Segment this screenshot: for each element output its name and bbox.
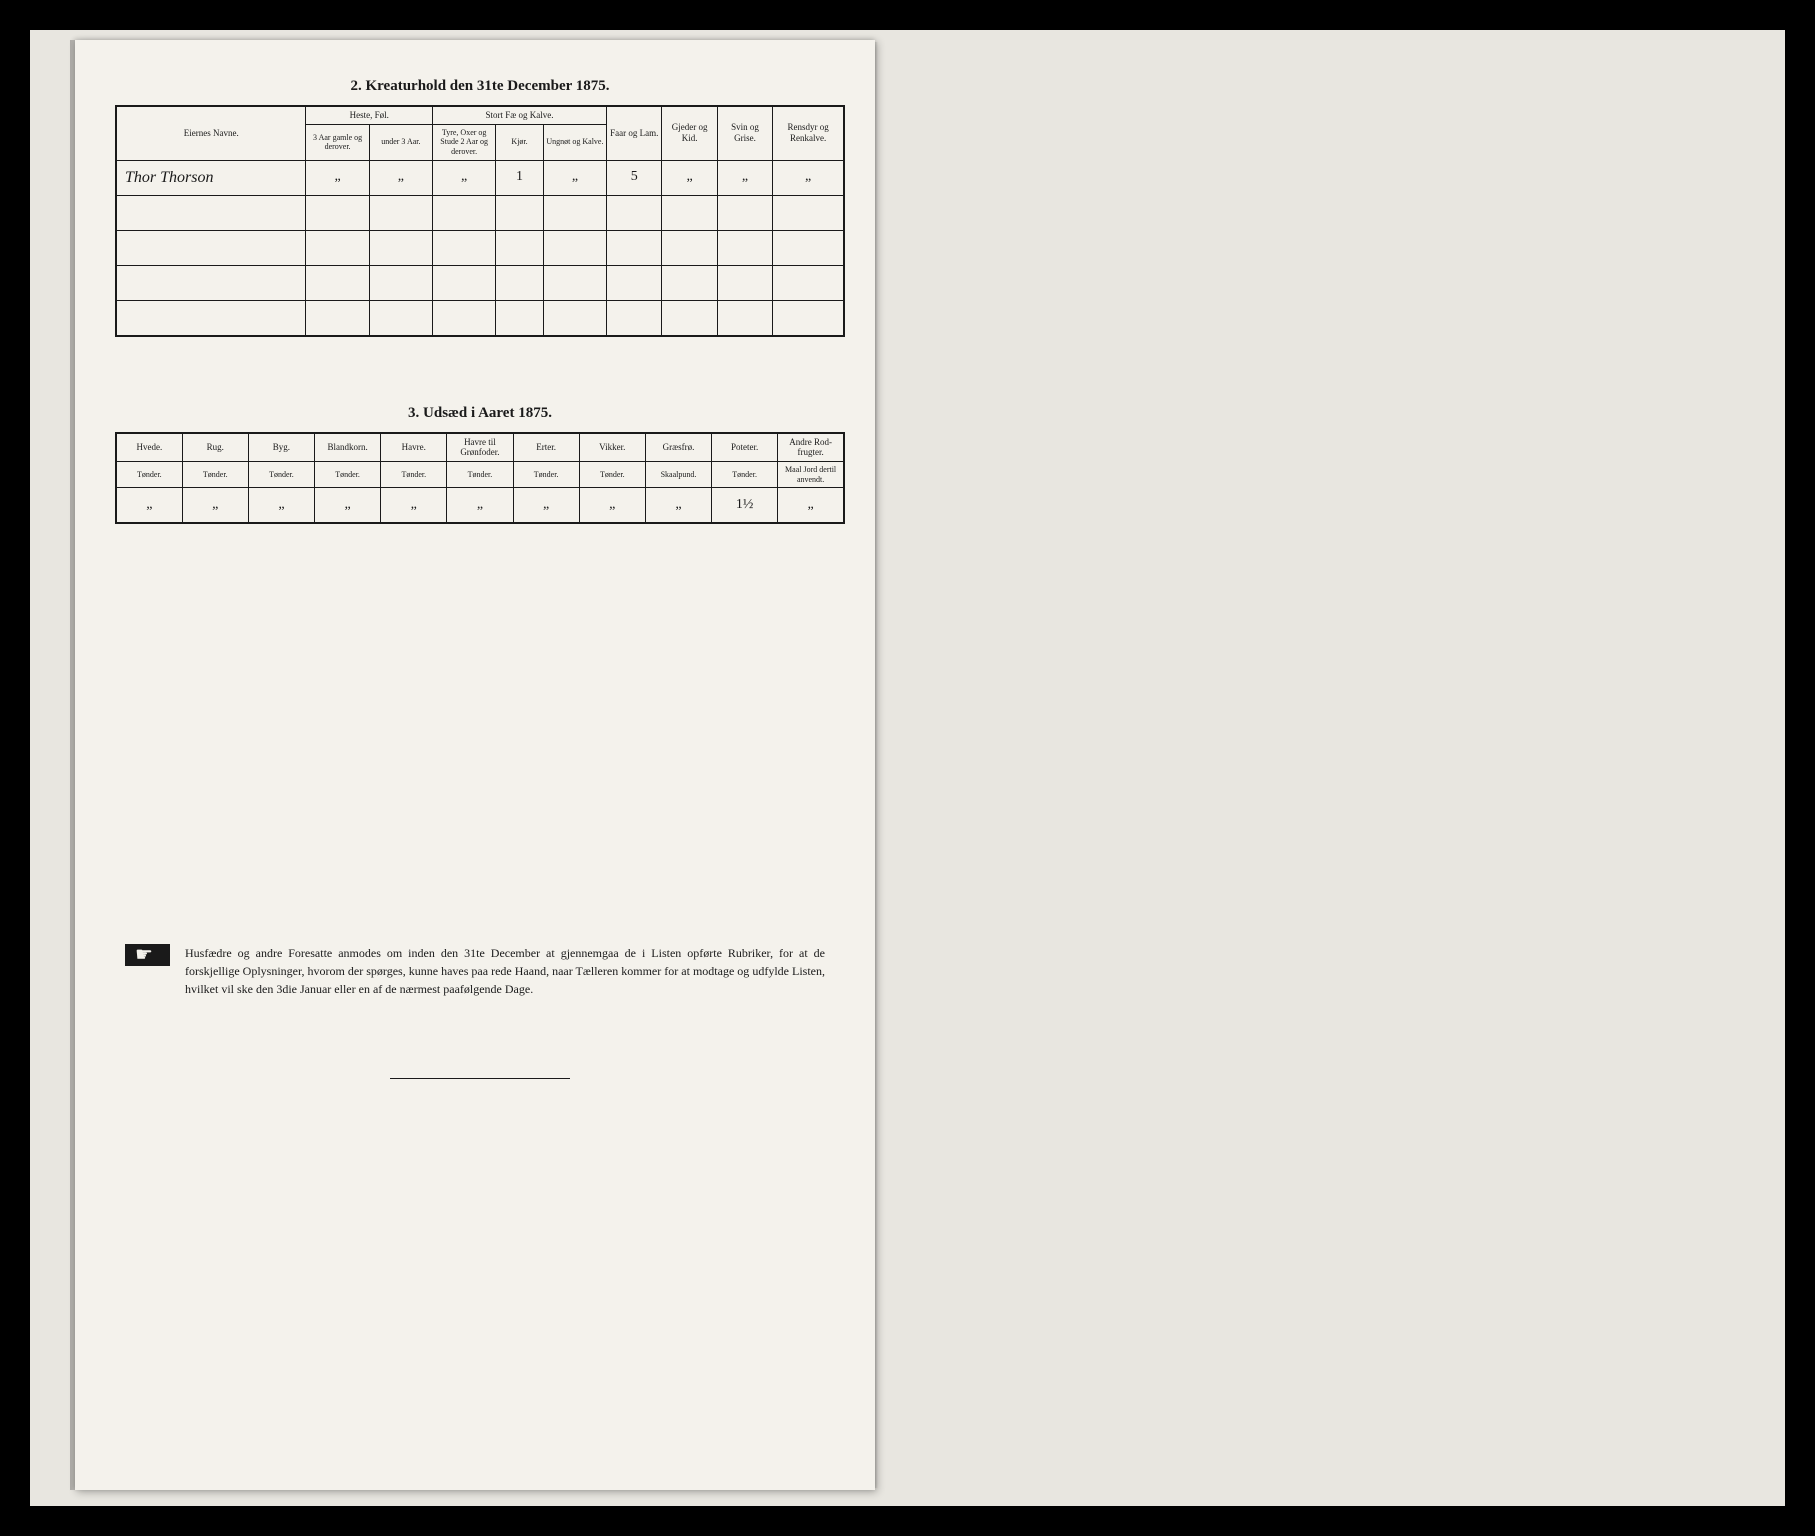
col: Poteter. (712, 433, 778, 462)
unit: Tønder. (447, 462, 513, 488)
section2-title: 2. Kreaturhold den 31te December 1875. (115, 78, 845, 95)
sub-stort2: Kjør. (496, 124, 543, 160)
cell: „ (433, 160, 496, 195)
cell: „ (447, 488, 513, 524)
document-page: 2. Kreaturhold den 31te December 1875. E… (75, 40, 875, 1490)
cell: „ (369, 160, 432, 195)
sub-heste1: 3 Aar gamle og derover. (306, 124, 369, 160)
footer-note: Husfædre og andre Foresatte anmodes om i… (115, 944, 845, 998)
divider (390, 1078, 570, 1079)
col: Græsfrø. (645, 433, 711, 462)
cell: „ (381, 488, 447, 524)
unit: Tønder. (116, 462, 182, 488)
table-row (116, 230, 844, 265)
sub-heste2: under 3 Aar. (369, 124, 432, 160)
cell: 1 (496, 160, 543, 195)
table-row: „ „ „ „ „ „ „ „ „ 1½ „ (116, 488, 844, 524)
table-row (116, 300, 844, 336)
col: Rug. (182, 433, 248, 462)
col: Hvede. (116, 433, 182, 462)
cell: „ (513, 488, 579, 524)
sub-stort3: Ungnøt og Kalve. (543, 124, 606, 160)
cell: „ (248, 488, 314, 524)
col: Blandkorn. (315, 433, 381, 462)
col-gjeder: Gjeder og Kid. (662, 106, 717, 160)
section3-title: 3. Udsæd i Aaret 1875. (115, 405, 845, 422)
group-heste: Heste, Føl. (306, 106, 433, 124)
cell: „ (717, 160, 772, 195)
unit: Tønder. (712, 462, 778, 488)
col-rensdyr: Rensdyr og Renkalve. (773, 106, 844, 160)
unit: Tønder. (381, 462, 447, 488)
cell: „ (645, 488, 711, 524)
cell: „ (116, 488, 182, 524)
cell: „ (579, 488, 645, 524)
unit: Tønder. (248, 462, 314, 488)
cell: 1½ (712, 488, 778, 524)
table-row (116, 195, 844, 230)
unit: Tønder. (315, 462, 381, 488)
footer-text: Husfædre og andre Foresatte anmodes om i… (185, 946, 825, 996)
seed-table: Hvede. Rug. Byg. Blandkorn. Havre. Havre… (115, 432, 845, 525)
cell: „ (543, 160, 606, 195)
cell: „ (778, 488, 844, 524)
cell: „ (182, 488, 248, 524)
table-row: Thor Thorson „ „ „ 1 „ 5 „ „ „ (116, 160, 844, 195)
table-row (116, 265, 844, 300)
group-stort: Stort Fæ og Kalve. (433, 106, 607, 124)
col: Vikker. (579, 433, 645, 462)
col: Andre Rod-frugter. (778, 433, 844, 462)
col: Byg. (248, 433, 314, 462)
unit: Maal Jord dertil anvendt. (778, 462, 844, 488)
owner-name: Thor Thorson (116, 160, 306, 195)
cell: „ (306, 160, 369, 195)
pointing-hand-icon (125, 944, 170, 966)
col-owners: Eiernes Navne. (116, 106, 306, 160)
cell: „ (773, 160, 844, 195)
cell: „ (315, 488, 381, 524)
unit: Tønder. (513, 462, 579, 488)
col: Havre. (381, 433, 447, 462)
cell: „ (662, 160, 717, 195)
unit: Skaalpund. (645, 462, 711, 488)
unit: Tønder. (182, 462, 248, 488)
col-faar: Faar og Lam. (607, 106, 662, 160)
col: Erter. (513, 433, 579, 462)
livestock-table: Eiernes Navne. Heste, Føl. Stort Fæ og K… (115, 105, 845, 337)
cell: 5 (607, 160, 662, 195)
col-svin: Svin og Grise. (717, 106, 772, 160)
sub-stort1: Tyre, Oxer og Stude 2 Aar og derover. (433, 124, 496, 160)
unit: Tønder. (579, 462, 645, 488)
col: Havre til Grønfoder. (447, 433, 513, 462)
